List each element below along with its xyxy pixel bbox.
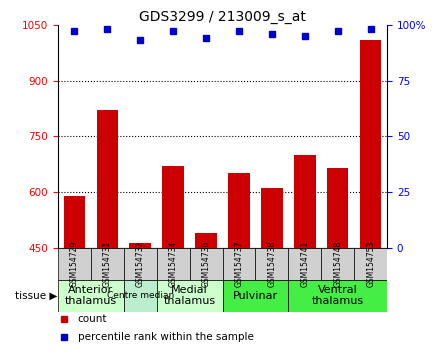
Bar xyxy=(228,173,250,248)
Text: GSM154753: GSM154753 xyxy=(366,240,375,287)
Bar xyxy=(190,248,222,280)
Bar xyxy=(58,248,91,280)
Text: GSM154748: GSM154748 xyxy=(333,241,342,287)
Bar xyxy=(124,280,157,312)
Text: Ventral
thalamus: Ventral thalamus xyxy=(312,285,364,307)
Text: GSM154736: GSM154736 xyxy=(202,240,210,287)
Bar xyxy=(327,168,348,248)
Bar xyxy=(97,110,118,248)
Bar xyxy=(261,188,283,248)
Title: GDS3299 / 213009_s_at: GDS3299 / 213009_s_at xyxy=(139,10,306,24)
Bar xyxy=(360,40,381,248)
Text: Anterior
thalamus: Anterior thalamus xyxy=(65,285,117,307)
Text: Medial
thalamus: Medial thalamus xyxy=(163,285,216,307)
Bar xyxy=(58,280,124,312)
Text: count: count xyxy=(77,314,107,325)
Bar xyxy=(321,248,354,280)
Bar xyxy=(64,196,85,248)
Text: GSM154731: GSM154731 xyxy=(103,241,112,287)
Bar xyxy=(124,248,157,280)
Bar xyxy=(129,243,151,248)
Text: GSM154734: GSM154734 xyxy=(169,240,178,287)
Text: GSM154729: GSM154729 xyxy=(70,241,79,287)
Bar xyxy=(157,248,190,280)
Bar xyxy=(354,248,387,280)
Text: Centre median: Centre median xyxy=(106,291,174,300)
Bar xyxy=(288,248,321,280)
Bar xyxy=(222,248,255,280)
Text: GSM154732: GSM154732 xyxy=(136,241,145,287)
Bar xyxy=(157,280,222,312)
Bar xyxy=(222,280,288,312)
Bar xyxy=(91,248,124,280)
Bar xyxy=(255,248,288,280)
Bar xyxy=(288,280,387,312)
Bar xyxy=(294,155,316,248)
Text: tissue ▶: tissue ▶ xyxy=(15,291,57,301)
Text: GSM154738: GSM154738 xyxy=(267,241,276,287)
Text: Pulvinar: Pulvinar xyxy=(233,291,278,301)
Text: GSM154741: GSM154741 xyxy=(300,241,309,287)
Bar xyxy=(162,166,184,248)
Text: GSM154737: GSM154737 xyxy=(235,240,243,287)
Bar xyxy=(195,233,217,248)
Text: percentile rank within the sample: percentile rank within the sample xyxy=(77,332,254,342)
